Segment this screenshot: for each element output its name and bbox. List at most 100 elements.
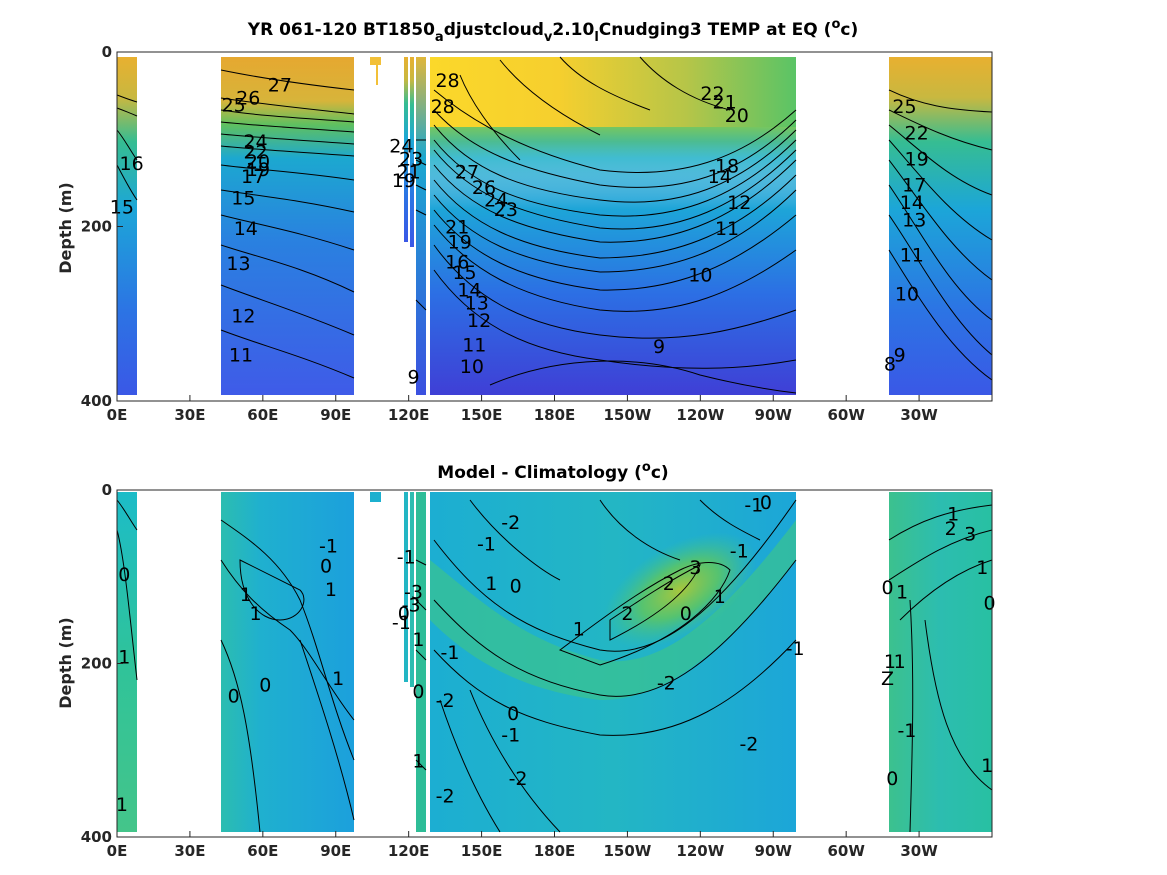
contour-label: -2 (436, 690, 455, 712)
contour-line (116, 129, 138, 161)
p2-anomaly-core (603, 532, 757, 648)
contour-line (888, 214, 993, 356)
contour-label: -1 (744, 495, 763, 517)
contour-label: -2 (739, 733, 758, 755)
contour-label: 2 (621, 603, 633, 625)
p2-thermocline-band (430, 520, 796, 700)
p1-basin-atlantic-east (117, 57, 137, 395)
contour-line (888, 89, 993, 113)
panel1-title-part: 2.10 (552, 20, 594, 40)
contour-label: -3 (404, 581, 423, 603)
contour-label: 9 (407, 367, 419, 389)
x-tick-label: 120E (388, 842, 430, 860)
contour-label: 1 (240, 584, 252, 606)
contour-line (116, 529, 138, 681)
contour-line (439, 699, 501, 833)
contour-label: 16 (119, 153, 143, 175)
contour-label: 13 (902, 210, 926, 232)
contour-line (609, 563, 701, 641)
contour-label: 25 (222, 94, 246, 116)
panel-anomaly: Model - Climatology (oc) Depth (m) (56, 460, 996, 860)
contour-label: 26 (472, 177, 496, 199)
contour-label: 14 (234, 218, 258, 240)
contour-label: 11 (229, 345, 253, 367)
panel2-contours (116, 499, 993, 833)
contour-label: 16 (445, 251, 469, 273)
x-tick-label: 30E (174, 842, 205, 860)
panel2-title: Model - Climatology (oc) (437, 460, 668, 483)
panel1-contours (116, 56, 993, 394)
contour-label: 23 (494, 199, 518, 221)
panel1-title-part: djustcloud (444, 20, 544, 40)
contour-label: -1 (441, 642, 460, 664)
contour-label: -1 (319, 535, 338, 557)
y-tick-label: 0 (102, 481, 112, 499)
contour-line (433, 499, 797, 652)
contour-label: 14 (708, 166, 732, 188)
contour-label: 0 (398, 603, 410, 625)
p2-strait-east (410, 492, 414, 687)
x-tick-label: 60E (247, 406, 278, 424)
x-tick-label: 120W (676, 406, 724, 424)
contour-label: 22 (905, 122, 929, 144)
contour-line (469, 499, 561, 581)
p2-strait-core (416, 492, 426, 832)
x-tick-label: 60E (247, 842, 278, 860)
contour-line (888, 529, 993, 581)
x-tick-label: 90E (320, 842, 351, 860)
contour-label: 11 (900, 244, 924, 266)
panel1-title-part: c) (840, 20, 858, 40)
panel1-field (117, 57, 992, 395)
x-tick-label: 30W (900, 842, 938, 860)
contour-line (220, 329, 355, 379)
contour-label: 1 (332, 668, 344, 690)
contour-label: 24 (484, 189, 508, 211)
contour-line (888, 124, 993, 196)
panel-temperature: YR 061-120 BT1850adjustcloudv2.10lCnudgi… (56, 17, 993, 424)
contour-label: 27 (268, 74, 292, 96)
contour-line (433, 109, 797, 188)
contour-label: 19 (905, 148, 929, 170)
contour-label: 1 (884, 651, 896, 673)
y-tick-label: 400 (81, 392, 112, 410)
contour-label: 1 (981, 755, 993, 777)
contour-line (888, 184, 993, 321)
contour-label: 21 (445, 216, 469, 238)
contour-label: 0 (412, 681, 424, 703)
contour-label: 24 (243, 131, 267, 153)
contour-line (559, 56, 651, 111)
contour-label: 12 (727, 192, 751, 214)
p1-island-tile (370, 57, 381, 65)
contour-label: 3 (689, 557, 701, 579)
contour-label: 0 (760, 492, 772, 514)
contour-label: 24 (389, 135, 413, 157)
p1-pacific-deep (430, 57, 796, 395)
contour-label: 14 (457, 279, 481, 301)
contour-label: 9 (653, 336, 665, 358)
contour-line (220, 145, 355, 157)
contour-label: 1 (896, 581, 908, 603)
contour-label: 1 (249, 603, 261, 625)
contour-label: 21 (397, 162, 421, 184)
contour-line (116, 499, 138, 531)
contour-label: 8 (884, 353, 896, 375)
x-tick-label: 0E (107, 842, 128, 860)
panel1-ylabel: Depth (m) (56, 182, 75, 274)
contour-label: 0 (984, 593, 996, 615)
contour-line (220, 284, 355, 336)
contour-label: -1 (897, 720, 916, 742)
contour-line (220, 189, 355, 213)
contour-line (599, 499, 681, 561)
contour-label: 1 (412, 629, 424, 651)
contour-label: 19 (448, 231, 472, 253)
contour-label: 0 (259, 674, 271, 696)
contour-label: 0 (228, 686, 240, 708)
contour-label: 0 (507, 703, 519, 725)
contour-label: 19 (246, 159, 270, 181)
x-tick-label: 90E (320, 406, 351, 424)
contour-line (469, 689, 561, 833)
contour-label: 2 (945, 518, 957, 540)
contour-line (924, 619, 993, 791)
